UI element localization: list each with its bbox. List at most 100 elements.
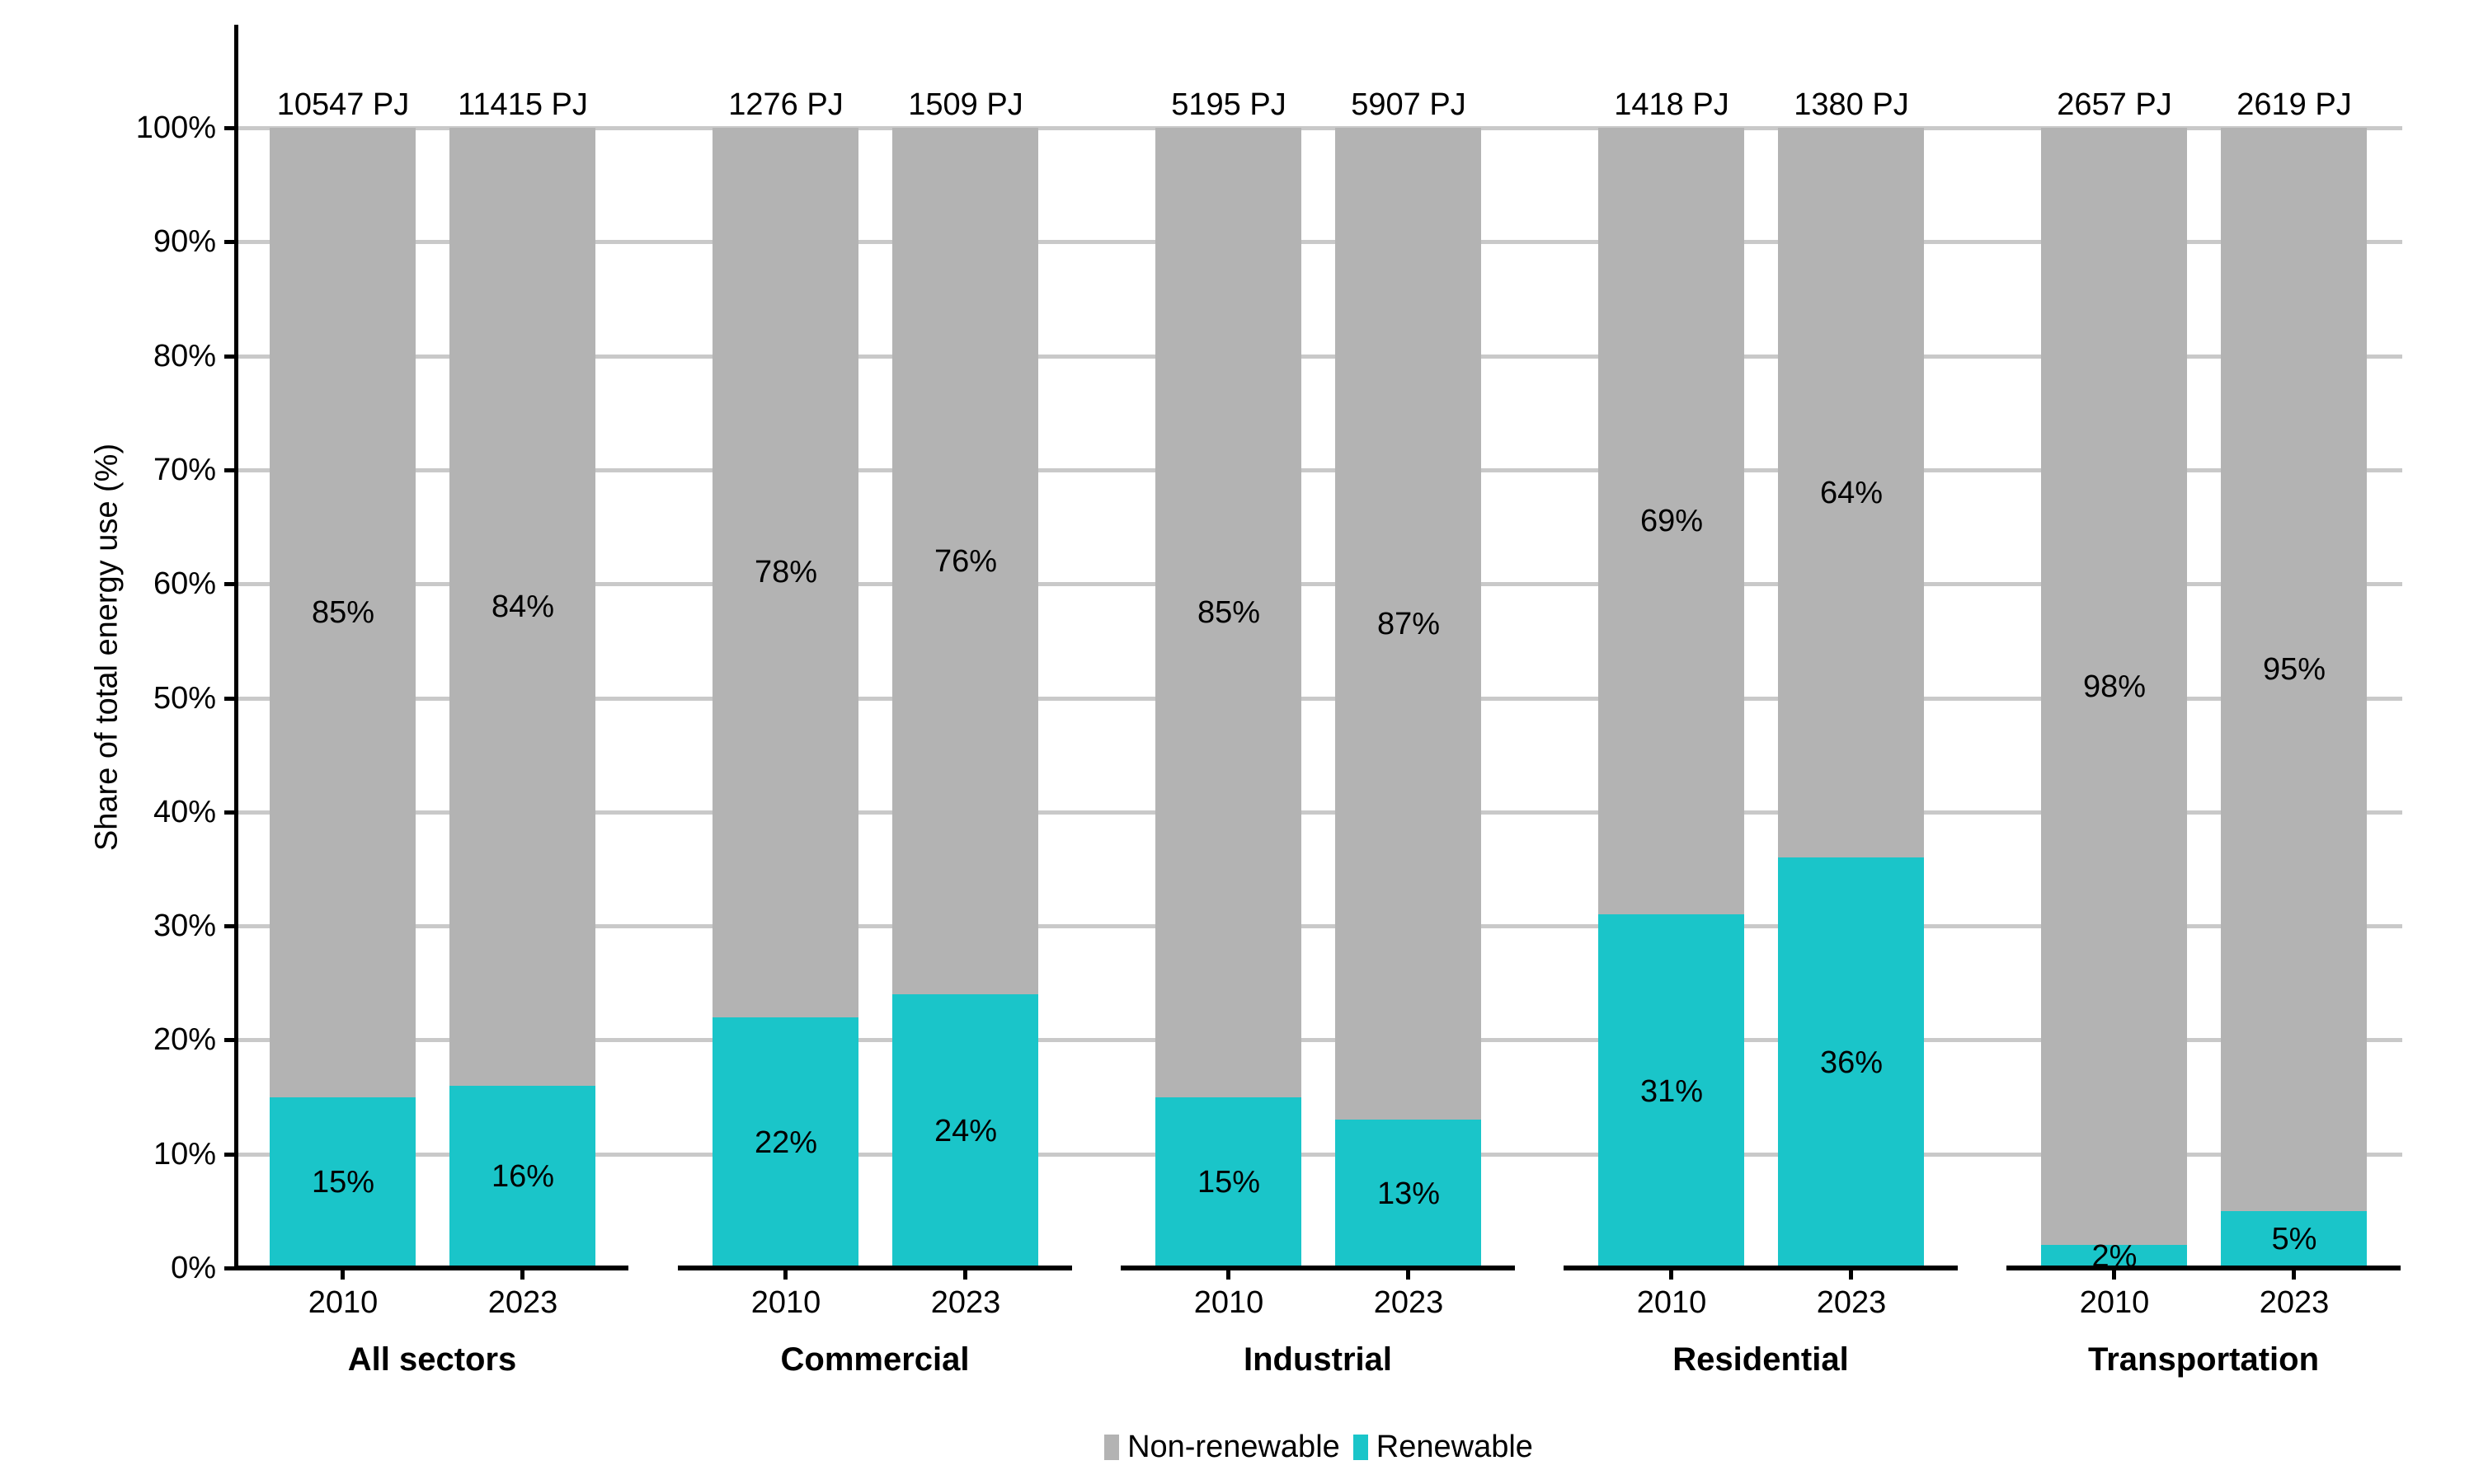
x-tick-label-year: 2023 (487, 1285, 558, 1320)
bar-total-label: 2657 PJ (2057, 87, 2172, 122)
y-tick-label: 100% (135, 110, 216, 145)
bar-segment-renewable (449, 1085, 595, 1268)
bar-segment-nonrenewable (270, 128, 416, 1097)
x-tick-mark (341, 1270, 345, 1280)
bar-segment-nonrenewable (2041, 128, 2187, 1246)
segment-label-renewable: 24% (934, 1114, 998, 1149)
segment-label-nonrenewable: 76% (934, 543, 998, 579)
gridline (237, 924, 2402, 929)
segment-label-renewable: 31% (1639, 1073, 1704, 1109)
bar-total-label: 5195 PJ (1171, 87, 1286, 122)
bar-segment-renewable (2221, 1210, 2367, 1268)
legend-key-renewable-swatch (1352, 1434, 1368, 1460)
bar-total-label: 1276 PJ (728, 87, 844, 122)
y-tick-label: 80% (153, 338, 216, 373)
y-axis-title: Share of total energy use (%) (89, 443, 125, 852)
y-axis-line (234, 25, 238, 1270)
bar-segment-nonrenewable (1598, 128, 1744, 915)
gridline (237, 126, 2402, 130)
y-tick-label: 0% (171, 1251, 216, 1285)
y-tick-label: 70% (153, 452, 216, 487)
x-tick-label-year: 2023 (2259, 1285, 2330, 1320)
legend-label-renewable: Renewable (1376, 1429, 1533, 1464)
y-tick-label: 40% (153, 794, 216, 829)
bar-segment-renewable (1778, 857, 1924, 1268)
x-tick-label-year: 2010 (750, 1285, 821, 1320)
y-tick-mark (224, 582, 234, 587)
bar-segment-renewable (1155, 1097, 1301, 1268)
bar-segment-renewable (892, 994, 1038, 1268)
bar-segment-nonrenewable (892, 128, 1038, 995)
segment-label-nonrenewable: 95% (2262, 651, 2326, 687)
segment-label-renewable: 36% (1819, 1045, 1884, 1081)
segment-label-renewable: 13% (1376, 1176, 1441, 1212)
bar-total-label: 5907 PJ (1351, 87, 1466, 122)
y-tick-mark (224, 467, 234, 472)
panel-title: Residential (1672, 1341, 1849, 1378)
y-tick-mark (224, 126, 234, 130)
panel-title: Transportation (2087, 1341, 2320, 1378)
segment-label-nonrenewable: 78% (754, 555, 818, 590)
bar-total-label: 11415 PJ (458, 87, 588, 122)
x-tick-mark (2292, 1270, 2296, 1280)
y-tick-mark (224, 240, 234, 245)
x-tick-mark (1226, 1270, 1230, 1280)
y-tick-label: 60% (153, 566, 216, 602)
bar-segment-renewable (1335, 1120, 1481, 1268)
y-tick-label: 10% (153, 1136, 216, 1172)
x-tick-label-year: 2023 (1373, 1285, 1444, 1320)
y-tick-mark (224, 1038, 234, 1043)
bar-total-label: 2619 PJ (2236, 87, 2352, 122)
segment-label-renewable: 15% (311, 1165, 375, 1200)
y-tick-label: 50% (153, 680, 216, 716)
segment-label-nonrenewable: 85% (311, 594, 375, 630)
x-axis-line (234, 1266, 628, 1270)
segment-label-renewable: 16% (491, 1159, 555, 1195)
x-tick-label-year: 2023 (930, 1285, 1001, 1320)
y-tick-label: 30% (153, 909, 216, 944)
x-tick-mark (783, 1270, 788, 1280)
bar-segment-nonrenewable (1778, 128, 1924, 858)
bar-total-label: 1509 PJ (908, 87, 1023, 122)
legend: Non-renewable Renewable (235, 1429, 2402, 1464)
x-axis-line (678, 1266, 1072, 1270)
x-axis-line (1564, 1266, 1958, 1270)
legend-label-nonrenewable: Non-renewable (1127, 1429, 1340, 1464)
x-tick-label-year: 2010 (1193, 1285, 1264, 1320)
legend-key-nonrenewable-swatch (1104, 1434, 1120, 1460)
x-tick-mark (963, 1270, 967, 1280)
segment-label-nonrenewable: 98% (2082, 669, 2147, 704)
panel-title: Industrial (1243, 1341, 1393, 1378)
y-tick-mark (224, 696, 234, 701)
bar-segment-nonrenewable (2221, 128, 2367, 1211)
x-tick-mark (2112, 1270, 2116, 1280)
gridline (237, 696, 2402, 701)
bar-total-label: 10547 PJ (276, 87, 410, 122)
gridline (237, 1152, 2402, 1157)
bar-segment-nonrenewable (713, 128, 858, 1017)
bar-total-label: 1418 PJ (1614, 87, 1729, 122)
segment-label-nonrenewable: 85% (1197, 594, 1261, 630)
x-tick-label-year: 2010 (1636, 1285, 1707, 1320)
gridline (237, 240, 2402, 245)
x-tick-label-year: 2010 (308, 1285, 379, 1320)
bar-segment-renewable (1598, 914, 1744, 1268)
bar-segment-nonrenewable (1155, 128, 1301, 1097)
x-tick-mark (1849, 1270, 1853, 1280)
segment-label-nonrenewable: 87% (1376, 606, 1441, 641)
segment-label-nonrenewable: 84% (491, 589, 555, 624)
x-tick-mark (1406, 1270, 1410, 1280)
segment-label-renewable: 15% (1197, 1165, 1261, 1200)
segment-label-nonrenewable: 69% (1639, 504, 1704, 539)
bar-total-label: 1380 PJ (1794, 87, 1909, 122)
y-tick-mark (224, 1152, 234, 1157)
y-tick-mark (224, 924, 234, 929)
gridline (237, 467, 2402, 472)
gridline (237, 1038, 2402, 1043)
y-tick-label: 20% (153, 1022, 216, 1058)
x-tick-label-year: 2010 (2079, 1285, 2150, 1320)
x-axis-line (1121, 1266, 1515, 1270)
segment-label-nonrenewable: 64% (1819, 475, 1884, 510)
y-tick-mark (224, 810, 234, 815)
